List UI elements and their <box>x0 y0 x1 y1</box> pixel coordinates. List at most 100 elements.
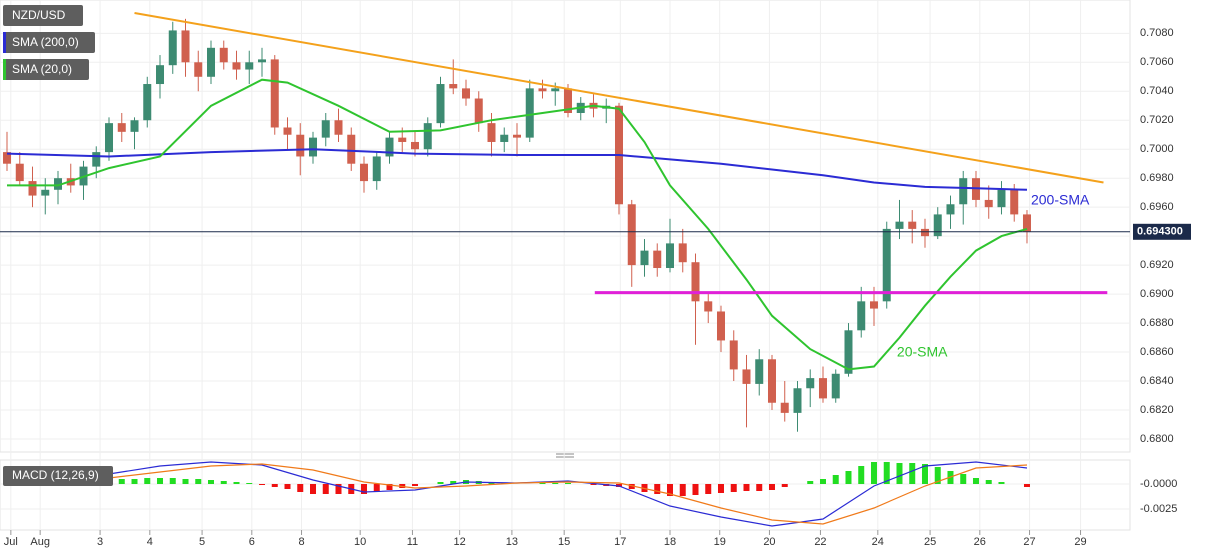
x-tick-label: 20 <box>763 536 775 548</box>
x-tick-label: 5 <box>199 536 205 548</box>
x-tick-label: 24 <box>872 536 884 548</box>
histogram-bar <box>934 467 941 484</box>
histogram-bar <box>858 466 865 484</box>
candle-body <box>181 30 190 63</box>
legend-swatch <box>3 59 6 80</box>
candle-body <box>691 262 700 302</box>
legend: NZD/USD SMA (200,0) SMA (20,0) <box>3 5 95 80</box>
x-tick-label: 3 <box>97 536 103 548</box>
candle-body <box>1010 189 1019 215</box>
histogram-bar <box>450 481 457 484</box>
candle-body <box>500 134 509 142</box>
sma-line <box>7 78 1028 371</box>
candle-body <box>933 214 942 237</box>
candle-body <box>423 123 432 150</box>
y-tick-label: 0.7080 <box>1140 27 1174 39</box>
histogram-bar <box>832 475 839 484</box>
histogram-bar <box>437 482 444 484</box>
histogram-bar <box>896 463 903 484</box>
histogram-bar <box>998 482 1005 484</box>
candle-body <box>347 134 356 164</box>
candle-body <box>946 204 955 215</box>
x-tick-label: 11 <box>407 536 418 548</box>
candle-body <box>449 84 458 89</box>
candle-body <box>41 189 50 196</box>
candle-body <box>461 88 470 99</box>
candle-body <box>143 84 152 121</box>
candle-body <box>54 178 63 190</box>
candle-body <box>895 221 904 229</box>
histogram-bar <box>972 478 979 484</box>
candle-body <box>729 340 738 370</box>
histogram-bar <box>297 484 304 492</box>
candle-body <box>1022 214 1031 232</box>
candle-body <box>767 359 776 403</box>
legend-label: SMA (200,0) <box>12 35 79 49</box>
candle-body <box>411 141 420 150</box>
sma-annotation: 200-SMA <box>1031 191 1090 207</box>
candle-body <box>474 98 483 124</box>
histogram-bar <box>539 483 546 484</box>
y-tick-label: 0.6880 <box>1140 317 1174 329</box>
histogram-bar <box>259 484 266 485</box>
y-tick-label: -0.0025 <box>1140 503 1177 515</box>
x-tick-label: 13 <box>506 536 518 548</box>
histogram-bar <box>730 484 737 492</box>
candle-body <box>3 152 12 164</box>
candle-body <box>130 120 139 132</box>
x-tick-label: 12 <box>453 536 465 548</box>
y-tick-label: 0.6980 <box>1140 172 1174 184</box>
legend-swatch <box>3 32 6 53</box>
candle-body <box>869 301 878 309</box>
trend-line <box>134 12 1104 184</box>
y-tick-label: 0.6960 <box>1140 201 1174 213</box>
candle-body <box>704 301 713 312</box>
legend-box <box>3 5 83 26</box>
x-tick-label: Aug <box>30 536 50 548</box>
histogram-bar <box>233 482 240 484</box>
last-price-box <box>1133 223 1191 240</box>
candle-body <box>219 47 228 63</box>
legend-box <box>3 59 89 80</box>
candle-body <box>156 65 165 85</box>
histogram-bar <box>960 474 967 484</box>
histogram-bar <box>271 484 278 487</box>
x-tick-label: 8 <box>298 536 304 548</box>
histogram-bar <box>921 464 928 484</box>
histogram-bar <box>909 463 916 484</box>
y-tick-label: 0.7000 <box>1140 143 1174 155</box>
candle-body <box>908 221 917 229</box>
candle-body <box>334 120 343 135</box>
macd-line <box>6 463 1028 525</box>
histogram-bar <box>654 484 661 494</box>
histogram-bar <box>412 484 419 486</box>
candle-body <box>436 84 445 124</box>
histogram-bar <box>781 484 788 487</box>
candle-body <box>627 204 636 266</box>
histogram-bar <box>768 484 775 490</box>
candle-body <box>487 123 496 142</box>
x-tick-label: 19 <box>714 536 726 548</box>
candle-body <box>716 311 725 341</box>
candle-body <box>755 359 764 384</box>
histogram-bar <box>131 479 138 484</box>
y-tick-label: -0.0000 <box>1140 478 1177 490</box>
histogram-bar <box>666 484 673 496</box>
candle-body <box>207 47 216 77</box>
histogram-bar <box>361 484 368 494</box>
y-tick-label: 0.7020 <box>1140 114 1174 126</box>
candle-body <box>653 250 662 269</box>
histogram-bar <box>985 480 992 484</box>
candle-body <box>309 137 318 157</box>
candle-body <box>538 88 547 92</box>
candle-body <box>360 163 369 182</box>
candle-body <box>742 369 751 384</box>
sma-line <box>6 148 1028 191</box>
x-tick-label: Jul <box>4 536 18 548</box>
candle-body <box>551 88 560 92</box>
candle-body <box>232 62 241 70</box>
candle-body <box>959 178 968 205</box>
histogram-bar <box>322 484 329 494</box>
candle-body <box>296 134 305 157</box>
x-tick-label: 18 <box>664 536 676 548</box>
